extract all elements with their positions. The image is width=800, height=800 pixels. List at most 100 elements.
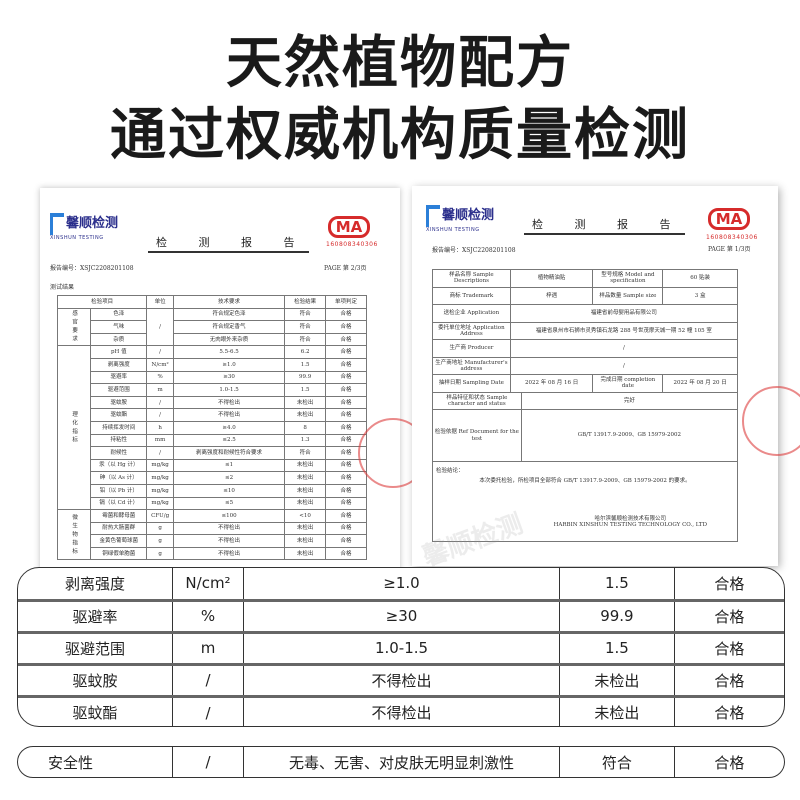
table-cell: ≤1 — [172, 458, 286, 473]
table-cell: ≥4.0 — [172, 420, 286, 435]
table-cell: N/cm² — [146, 357, 174, 372]
test-report-page-1: 馨顺检测 XINSHUN TESTING 检 测 报 告 MA 160808340… — [412, 186, 800, 566]
table-cell: h — [146, 420, 174, 435]
table-cell: 气味 — [90, 320, 148, 334]
brand-logo: 馨顺检测 XINSHUN TESTING — [50, 212, 118, 241]
table-cell: 合格 — [324, 320, 368, 334]
table-cell: 色泽 — [90, 307, 148, 322]
table-cell: 金黄色葡萄球菌 — [90, 534, 148, 548]
page-number: PAGE 第 2/3页 — [324, 265, 367, 272]
summary-unit: / — [172, 664, 244, 698]
label-character: 样品特征和状态 Sample character and status — [432, 391, 522, 410]
table-row: 驱避范围 m 1.0-1.5 1.5 合格 — [58, 383, 368, 397]
report-title: 检 测 报 告 — [148, 234, 309, 253]
table-cell: 合格 — [324, 483, 368, 498]
table-cell: 持粘性 — [90, 433, 148, 448]
table-row: 金黄色葡萄球菌 g 不得检出 未检出 合格 — [58, 534, 368, 548]
table-cell: 合格 — [324, 471, 368, 485]
table-cell: 杂质 — [90, 332, 148, 347]
label-completion-date: 完成日期 completion date — [592, 374, 664, 393]
summary-requirement: 不得检出 — [242, 696, 560, 726]
header-cell: 技术要求 — [172, 295, 286, 309]
logo-mark-icon — [50, 212, 64, 235]
table-cell: ≤2 — [172, 471, 286, 485]
summary-verdict: 合格 — [673, 632, 784, 666]
table-row: 持粘性 mm ≤2.5 1.3 合格 — [58, 433, 368, 448]
header-cell: 单项判定 — [324, 295, 368, 309]
cma-number: 160808340306 — [706, 234, 758, 241]
value-producer: / — [509, 339, 739, 358]
table-cell: 符合规定香气 — [172, 320, 286, 334]
table-cell: 符合 — [284, 307, 326, 322]
value-address: 福建省泉州市石狮市灵秀镇石龙路 288 号世茂摩天城一期 52 幢 105 室 — [509, 321, 739, 340]
table-cell: 铜绿假单胞菌 — [90, 546, 148, 561]
table-row: 理化指标 pH 值/5.5-6.5 6.2 合格 — [56, 345, 368, 511]
label-sampling-date: 抽样日期 Sampling Date — [432, 374, 511, 393]
table-cell: 驱避率 — [90, 370, 148, 385]
table-cell: g — [146, 534, 174, 548]
table-cell: 符合 — [284, 446, 326, 460]
conclusion-text: 本次委托检验，所检项目全部符合 GB/T 13917.9-2009、GB 159… — [479, 478, 691, 485]
table-cell: 持续挥发时间 — [90, 420, 148, 435]
issuing-company: 哈尔滨馨顺检测技术有限公司 HARBIN XINSHUN TESTING TECH… — [553, 516, 707, 529]
headline-line1: 天然植物配方 — [226, 31, 574, 96]
table-cell: 剥离强度和耐候性符合要求 — [172, 446, 286, 460]
table-cell: 不得检出 — [172, 546, 286, 561]
table-cell: 耐热大肠菌群 — [90, 521, 148, 536]
table-row: 驱避率% ≥30 99.9 合格 — [58, 370, 368, 385]
value-manufacturer-address: / — [509, 356, 739, 375]
label-ref-document: 检验依据 Ref Document for the test — [432, 409, 522, 462]
table-cell: 不得检出 — [172, 395, 286, 410]
report-number: 报告编号：XSJC2208201108 — [432, 247, 516, 254]
table-row: 铅（以 Pb 计） mg/kg ≤10 未检出 合格 — [58, 483, 368, 498]
table-cell: / — [146, 446, 174, 460]
table-cell: 驱避范围 — [90, 383, 148, 397]
table-cell: 5.5-6.5 — [172, 345, 286, 359]
summary-result: 未检出 — [559, 696, 675, 726]
summary-row: 驱蚊酯 / 不得检出 未检出 合格 — [18, 696, 784, 726]
table-cell: mg/kg — [146, 458, 174, 473]
label-model: 型号规格 Model and specification — [592, 269, 664, 288]
table-row: 驱蚊胺 / 不得检出 未检出 合格 — [58, 395, 368, 410]
summary-requirement: 不得检出 — [242, 664, 560, 698]
cma-seal: MA — [328, 216, 370, 238]
table-cell: 符合 — [284, 332, 326, 347]
group-label: 感官要求 — [56, 307, 92, 347]
table-cell: 霉菌和酵母菌 — [90, 509, 148, 523]
table-cell: 未检出 — [284, 471, 326, 485]
table-cell: 未检出 — [284, 408, 326, 422]
conclusion-cell: 检验结论： 本次委托检验，所检项目全部符合 GB/T 13917.9-2009、… — [432, 461, 738, 542]
page-number: PAGE 第 1/3页 — [708, 246, 751, 253]
group-label: 理化指标 — [56, 345, 92, 511]
value-ref-document: GB/T 13917.9-2009、GB 15979-2002 — [520, 409, 739, 462]
table-cell: 铅（以 Pb 计） — [90, 483, 148, 498]
value-model: 60 贴装 — [662, 269, 738, 288]
table-cell: g — [146, 546, 174, 561]
table-row: 杂质 无肉眼外来杂质 符合 合格 — [58, 332, 368, 347]
table-cell: 合格 — [324, 395, 368, 410]
table-cell: 驱蚊酯 — [90, 408, 148, 422]
summary-unit: % — [172, 600, 244, 634]
summary-result: 未检出 — [559, 664, 675, 698]
table-row: 砷（以 As 计） mg/kg ≤2 未检出 合格 — [58, 471, 368, 485]
table-cell: 未检出 — [284, 521, 326, 536]
table-cell: 合格 — [324, 521, 368, 536]
table-cell: 汞（以 Hg 计） — [90, 458, 148, 473]
table-cell: ≥30 — [172, 370, 286, 385]
table-cell: <10 — [284, 509, 326, 523]
table-cell: 1.3 — [284, 433, 326, 448]
table-cell: 1.5 — [284, 357, 326, 372]
table-cell: ≥1.0 — [172, 357, 286, 372]
table-cell: mm — [146, 433, 174, 448]
safety-item: 安全性 — [48, 753, 94, 772]
table-cell: CFU/g — [146, 509, 174, 523]
cma-number: 160808340306 — [326, 241, 378, 248]
label-trademark: 商标 Trademark — [432, 286, 511, 305]
summary-item: 驱蚊胺 — [18, 664, 173, 698]
table-cell: g — [146, 521, 174, 536]
table-row: 镉（以 Cd 计） mg/kg ≤5 未检出 合格 — [58, 496, 368, 511]
table-cell: 未检出 — [284, 483, 326, 498]
results-table: 检验项目 单位 技术要求 检验结果 单项判定 感官要求 色泽 / 符合规定色泽 符合 合格 气味 符合规… — [56, 295, 368, 561]
table-cell: 合格 — [324, 496, 368, 511]
table-cell: 耐候性 — [90, 446, 148, 460]
